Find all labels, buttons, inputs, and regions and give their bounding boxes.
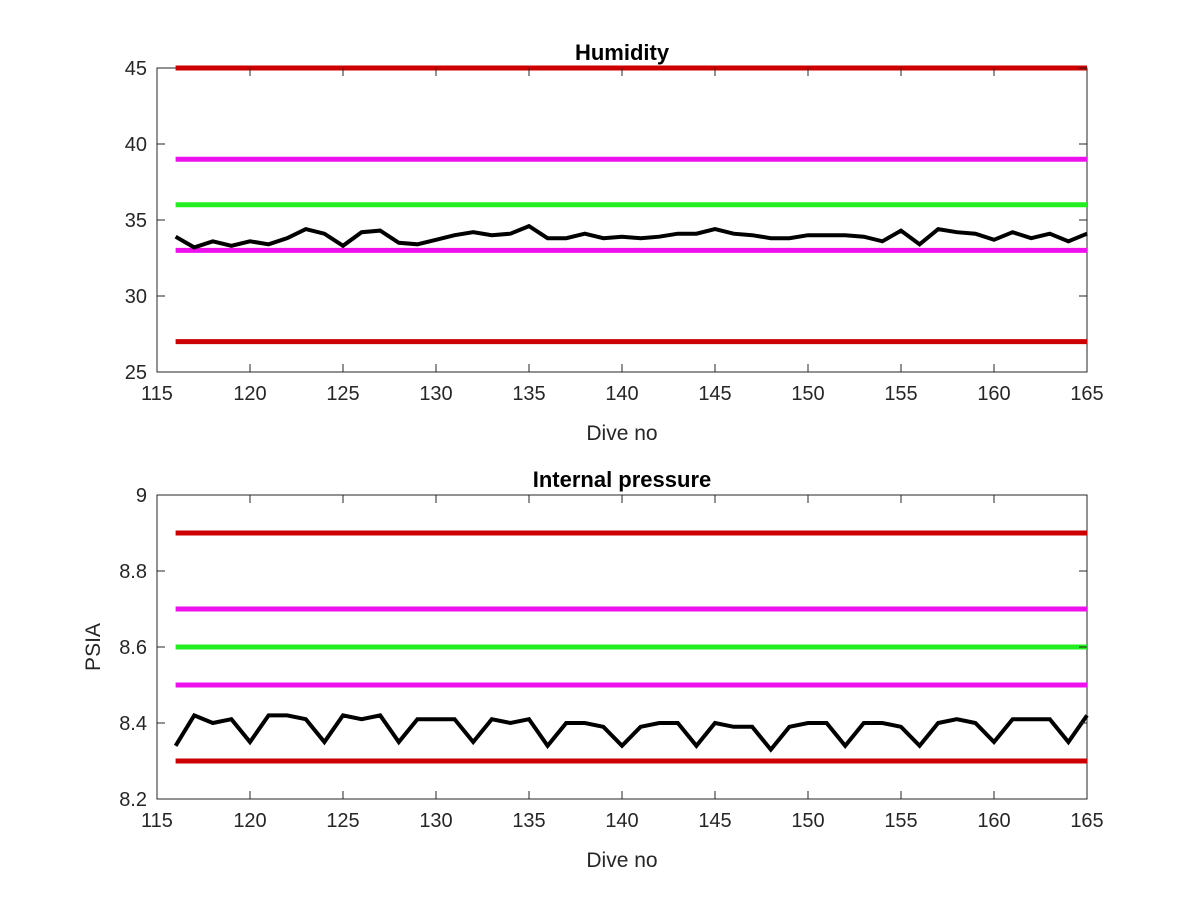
x-tick-label: 115 <box>141 383 173 405</box>
x-tick-label: 120 <box>233 383 266 405</box>
x-axis-label: Dive no <box>586 422 657 445</box>
y-tick-label: 9 <box>136 485 147 507</box>
x-tick-label: 125 <box>326 810 359 832</box>
y-tick-label: 35 <box>125 210 147 232</box>
x-tick-label: 145 <box>698 383 731 405</box>
y-tick-label: 45 <box>125 58 147 80</box>
x-tick-label: 165 <box>1070 383 1103 405</box>
x-tick-label: 155 <box>884 383 917 405</box>
x-tick-label: 150 <box>791 383 824 405</box>
x-tick-label: 135 <box>512 383 545 405</box>
series-line <box>174 223 1088 250</box>
x-tick-label: 140 <box>605 383 638 405</box>
y-tick-label: 8.8 <box>119 561 147 583</box>
x-tick-label: 150 <box>791 810 824 832</box>
y-tick-label: 8.4 <box>119 713 147 735</box>
x-tick-label: 165 <box>1070 810 1103 832</box>
y-tick-label: 8.2 <box>119 789 147 811</box>
subplot-1: 115 120 125 130 135 140 145 150 155 160 165 25 30 35 4… <box>125 40 1104 445</box>
x-tick-label: 130 <box>419 810 452 832</box>
x-tick-label: 145 <box>698 810 731 832</box>
x-tick-label: 120 <box>233 810 266 832</box>
x-axis-label: Dive no <box>586 849 657 872</box>
x-tick-label: 160 <box>977 810 1010 832</box>
plot-area-border <box>156 67 1088 373</box>
x-tick-label: 160 <box>977 383 1010 405</box>
y-tick-label: 30 <box>125 286 147 308</box>
x-tick-label: 135 <box>512 810 545 832</box>
chart-title: Internal pressure <box>533 467 712 492</box>
x-tick-label: 140 <box>605 810 638 832</box>
x-tick-label: 125 <box>326 383 359 405</box>
y-axis-label: PSIA <box>82 623 105 671</box>
x-tick-label: 155 <box>884 810 917 832</box>
chart-title: Humidity <box>575 40 670 65</box>
subplot-2: 115 120 125 130 135 140 145 150 155 160 165 8.2 8.4 8… <box>82 467 1104 872</box>
y-tick-label: 40 <box>125 134 147 156</box>
series-line <box>173 712 1089 753</box>
x-tick-label: 115 <box>141 810 173 832</box>
y-tick-label: 25 <box>125 362 147 384</box>
x-tick-label: 130 <box>419 383 452 405</box>
y-tick-label: 8.6 <box>119 637 147 659</box>
